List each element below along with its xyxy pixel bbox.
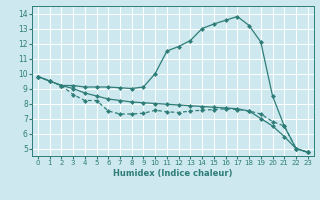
X-axis label: Humidex (Indice chaleur): Humidex (Indice chaleur) bbox=[113, 169, 233, 178]
